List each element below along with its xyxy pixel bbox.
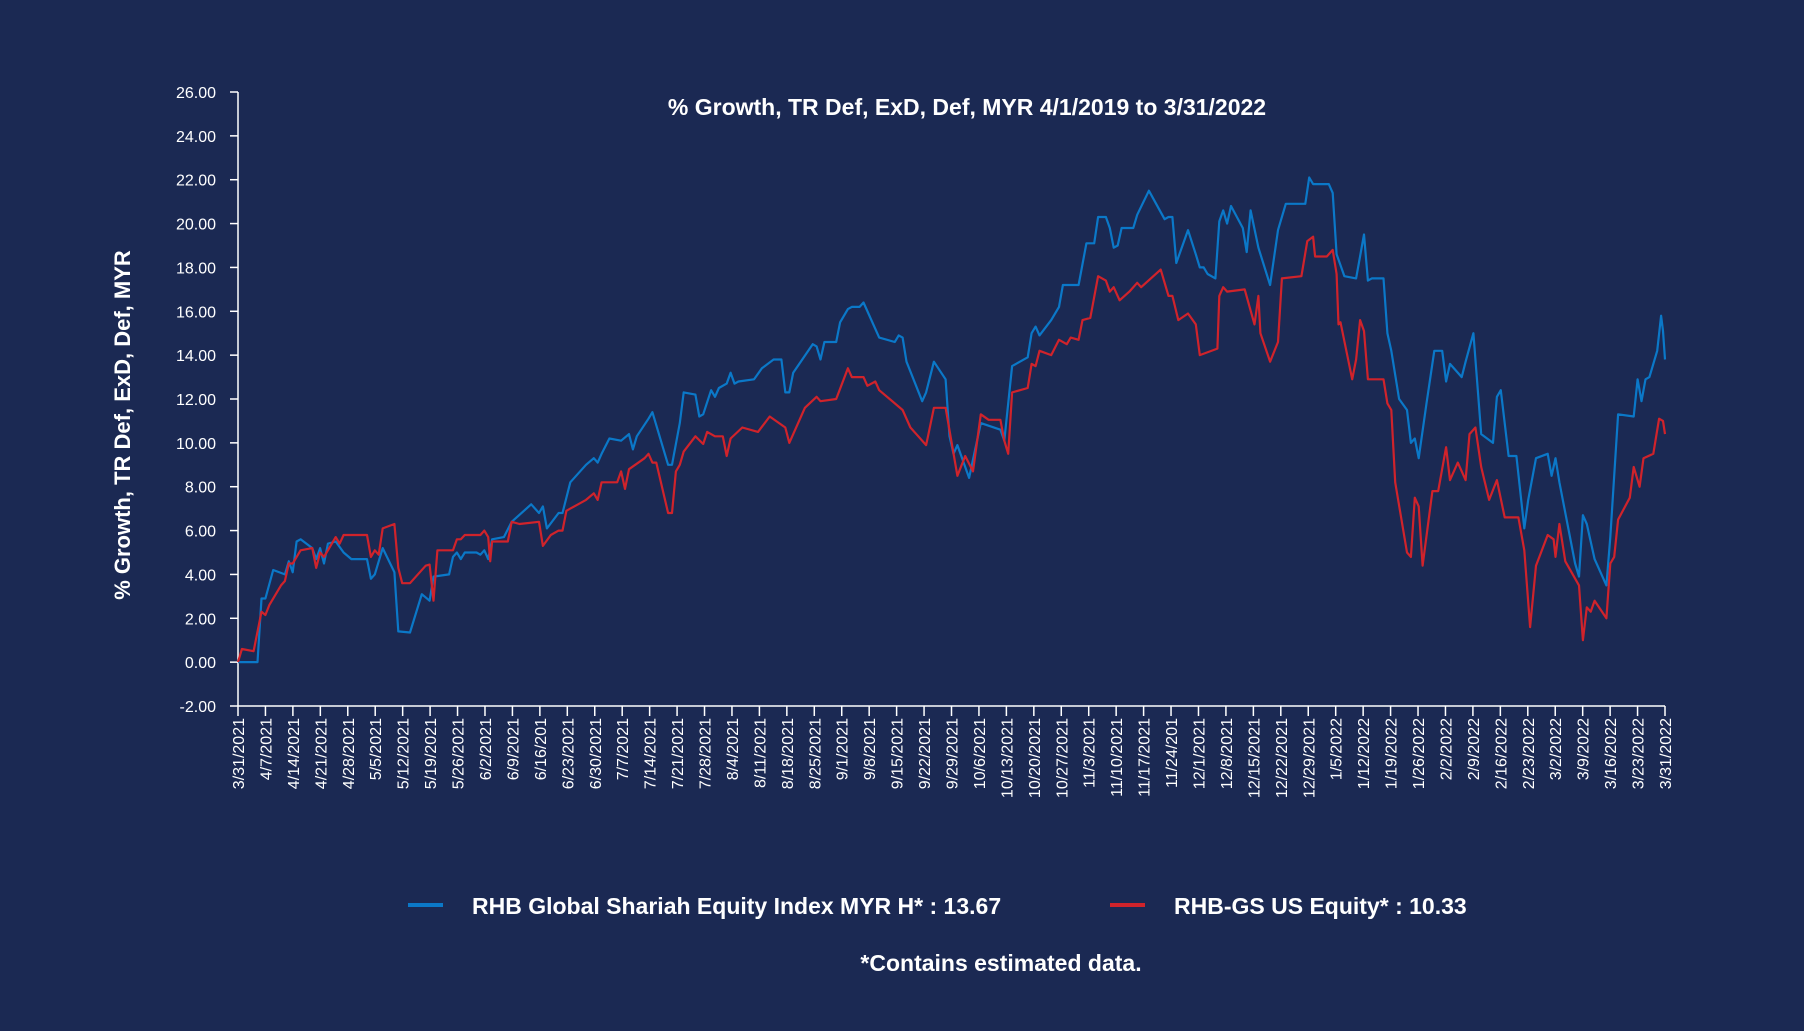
y-tick-label: 8.00 xyxy=(185,480,216,497)
y-tick-label: 20.00 xyxy=(176,217,216,234)
x-tick-label: 9/15/2021 xyxy=(890,718,907,789)
y-tick-label: 24.00 xyxy=(176,129,216,146)
series-line-shariah-index xyxy=(238,176,1667,664)
x-tick-label: 4/21/2021 xyxy=(313,718,330,789)
x-tick-label: 4/14/2021 xyxy=(286,718,303,789)
x-tick-label: 5/19/2021 xyxy=(423,718,440,789)
x-tick-label: 8/11/2021 xyxy=(752,718,769,788)
series-line-us-equity xyxy=(236,235,1667,663)
x-tick-label: 11/17/2021 xyxy=(1137,718,1154,797)
y-tick-label: -2.00 xyxy=(180,699,217,716)
x-tick-label: 5/26/2021 xyxy=(451,718,468,789)
x-tick-label: 9/22/2021 xyxy=(917,718,934,789)
x-tick-label: 2/9/2022 xyxy=(1466,718,1483,780)
x-tick-label: 2/23/2022 xyxy=(1521,718,1538,789)
y-tick-label: 0.00 xyxy=(185,655,216,672)
x-tick-label: 11/24/201 xyxy=(1164,718,1181,788)
x-tick-label: 12/22/2021 xyxy=(1274,718,1291,798)
x-tick-label: 5/5/2021 xyxy=(368,718,385,780)
x-tick-label: 6/23/2021 xyxy=(560,718,577,789)
x-tick-label: 10/20/2021 xyxy=(1027,718,1044,798)
x-tick-label: 1/26/2022 xyxy=(1411,718,1428,789)
x-tick-label: 8/25/2021 xyxy=(807,718,824,789)
x-tick-label: 9/8/2021 xyxy=(862,718,879,780)
y-tick-label: 10.00 xyxy=(176,436,216,453)
x-tick-label: 6/16/201 xyxy=(533,718,550,780)
y-tick-label: 2.00 xyxy=(185,611,216,628)
x-tick-label: 2/2/2022 xyxy=(1438,718,1455,780)
x-tick-label: 9/29/2021 xyxy=(945,718,962,789)
x-tick-label: 3/9/2022 xyxy=(1576,718,1593,780)
x-tick-label: 12/15/2021 xyxy=(1246,718,1263,798)
footnote: *Contains estimated data. xyxy=(860,950,1141,976)
x-tick-label: 6/30/2021 xyxy=(588,718,605,789)
x-tick-label: 3/31/2022 xyxy=(1658,718,1675,789)
x-tick-label: 8/4/2021 xyxy=(725,718,742,780)
x-tick-label: 12/8/2021 xyxy=(1219,718,1236,789)
x-tick-label: 2/16/2022 xyxy=(1493,718,1510,789)
x-axis: 3/31/2021 4/7/2021 4/14/2021 4/21/2021 4/28/… xyxy=(231,705,1675,798)
y-tick-label: 14.00 xyxy=(176,348,216,365)
x-tick-label: 7/21/2021 xyxy=(670,718,687,789)
y-tick-label: 18.00 xyxy=(176,260,216,277)
y-axis: -2.00 0.00 2.00 4.00 6.00 8.00 10.00 12.00 14.00… xyxy=(176,85,239,716)
x-tick-label: 1/12/2022 xyxy=(1356,718,1373,789)
x-tick-label: 6/2/2021 xyxy=(478,718,495,780)
series-lines xyxy=(236,176,1667,664)
x-tick-label: 4/28/2021 xyxy=(341,718,358,789)
y-tick-label: 22.00 xyxy=(176,173,216,190)
x-tick-label: 12/29/2021 xyxy=(1301,718,1318,798)
legend-label-shariah-index: RHB Global Shariah Equity Index MYR H* :… xyxy=(472,893,1001,919)
x-tick-label: 8/18/2021 xyxy=(780,718,797,789)
x-tick-label: 3/16/2022 xyxy=(1603,718,1620,789)
x-tick-label: 5/12/2021 xyxy=(396,718,413,789)
x-tick-label: 7/7/2021 xyxy=(615,718,632,780)
x-tick-label: 3/2/2022 xyxy=(1548,718,1565,780)
x-tick-label: 1/5/2022 xyxy=(1329,718,1346,780)
x-tick-label: 7/14/2021 xyxy=(643,718,660,789)
y-axis-label: % Growth, TR Def, ExD, Def, MYR xyxy=(110,250,135,600)
y-tick-label: 12.00 xyxy=(176,392,216,409)
x-tick-label: 11/3/2021 xyxy=(1082,718,1099,788)
x-tick-label: 10/27/2021 xyxy=(1054,718,1071,798)
x-tick-label: 3/31/2021 xyxy=(231,718,248,789)
y-tick-label: 26.00 xyxy=(176,85,216,102)
x-tick-label: 10/6/2021 xyxy=(972,718,989,789)
x-tick-label: 1/19/2022 xyxy=(1384,718,1401,789)
x-tick-label: 12/1/2021 xyxy=(1191,718,1208,789)
y-tick-label: 4.00 xyxy=(185,567,216,584)
legend-label-us-equity: RHB-GS US Equity* : 10.33 xyxy=(1174,893,1467,919)
x-tick-label: 7/28/2021 xyxy=(698,718,715,789)
x-tick-label: 10/13/2021 xyxy=(999,718,1016,798)
y-tick-label: 6.00 xyxy=(185,524,216,541)
x-tick-label: 9/1/2021 xyxy=(835,718,852,780)
x-tick-label: 11/10/2021 xyxy=(1109,718,1126,797)
chart-title: % Growth, TR Def, ExD, Def, MYR 4/1/2019… xyxy=(668,94,1266,120)
x-tick-label: 4/7/2021 xyxy=(258,718,275,780)
x-tick-label: 6/9/2021 xyxy=(505,718,522,780)
x-tick-label: 3/23/2022 xyxy=(1631,718,1648,789)
y-tick-label: 16.00 xyxy=(176,304,216,321)
legend: RHB Global Shariah Equity Index MYR H* :… xyxy=(408,893,1467,919)
